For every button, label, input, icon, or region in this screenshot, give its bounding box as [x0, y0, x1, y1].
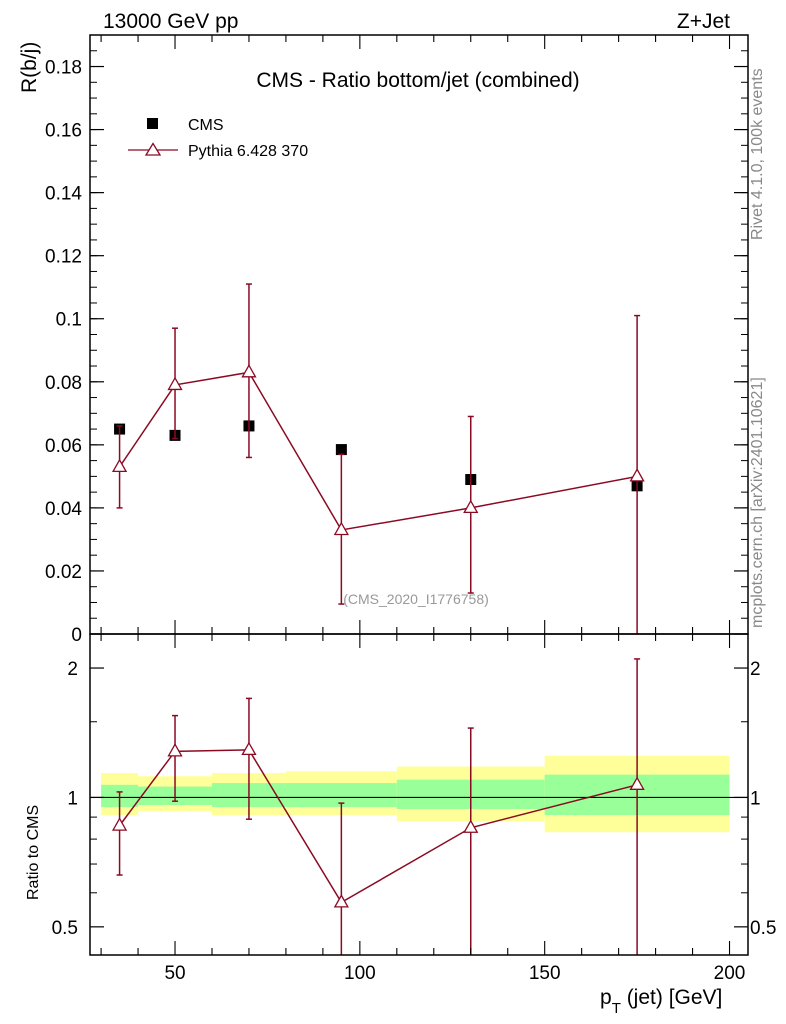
header-left: 13000 GeV pp	[103, 10, 238, 33]
main-ytick-label-4: 0.08	[45, 373, 82, 394]
x-tick-label-1: 100	[344, 963, 376, 984]
cms-point-3	[335, 444, 347, 456]
ratio-point-1	[167, 743, 183, 757]
ratio-point-3	[333, 894, 349, 908]
x-tick-label-0: 50	[164, 963, 185, 984]
main-ytick-label-6: 0.12	[45, 247, 82, 268]
pythia-point-0	[111, 458, 128, 473]
ratio-ytick-label-right-1: 1	[750, 788, 761, 809]
watermark: (CMS_2020_I1776758)	[343, 591, 489, 607]
side-label-rivet: Rivet 4.1.0, 100k events	[749, 68, 766, 240]
pythia-point-4	[463, 499, 479, 514]
ratio-ytick-label-left-2: 2	[67, 659, 78, 680]
main-ytick-label-8: 0.16	[45, 121, 82, 142]
ratio-point-4	[463, 819, 479, 833]
main-ytick-label-0: 0	[71, 625, 82, 646]
main-ytick-label-9: 0.18	[45, 58, 82, 79]
ratio-point-5	[629, 776, 645, 790]
pythia-point-5	[629, 468, 645, 482]
chart-title: CMS - Ratio bottom/jet (combined)	[256, 69, 579, 92]
legend-marker-cms	[147, 118, 158, 129]
ratio-point-2	[241, 741, 257, 756]
header-right: Z+Jet	[677, 10, 730, 33]
x-tick-label-2: 150	[529, 963, 561, 984]
y-axis-label-main: R(b/j)	[18, 42, 41, 93]
pythia-point-2	[241, 364, 257, 378]
ratio-ytick-label-right-0: 0.5	[750, 918, 776, 939]
ratio-frame	[89, 633, 749, 956]
ratio-band-inner-3	[285, 783, 397, 808]
x-axis-label: pT (jet) [GeV]	[600, 986, 722, 1017]
legend-label-pythia: Pythia 6.428 370	[188, 143, 308, 160]
main-ytick-label-2: 0.04	[45, 499, 82, 520]
legend-label-cms: CMS	[188, 117, 224, 134]
legend-marker-pythia	[144, 142, 162, 156]
side-label-mcplots: mcplots.cern.ch [arXiv:2401.10621]	[749, 377, 766, 628]
ratio-point-0	[111, 817, 128, 831]
ratio-ytick-label-left-0: 0.5	[52, 918, 78, 939]
y-axis-label-ratio: Ratio to CMS	[25, 805, 42, 900]
ratio-line	[118, 749, 638, 904]
legend: CMS Pythia 6.428 370	[128, 117, 308, 160]
ratio-ytick-label-left-1: 1	[67, 788, 78, 809]
pythia-point-1	[167, 376, 183, 391]
main-ytick-label-1: 0.02	[45, 562, 82, 583]
x-tick-label-3: 200	[714, 963, 746, 984]
pythia-line	[118, 371, 638, 531]
main-ytick-label-5: 0.1	[56, 310, 82, 331]
main-ytick-label-7: 0.14	[45, 184, 82, 205]
main-ytick-label-3: 0.06	[45, 436, 82, 457]
ratio-ytick-label-right-2: 2	[750, 659, 761, 680]
pythia-point-3	[333, 521, 349, 536]
